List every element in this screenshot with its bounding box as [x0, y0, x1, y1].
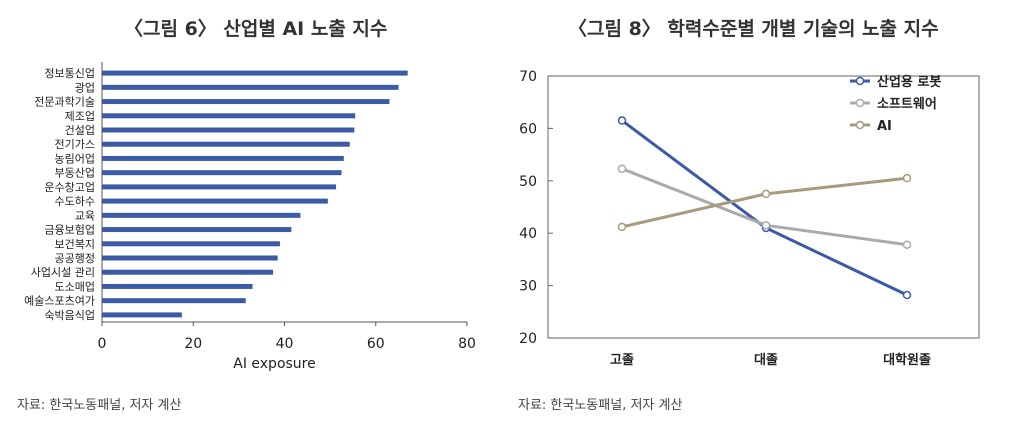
series-1-point-3	[902, 290, 912, 300]
bar-15	[102, 269, 274, 275]
category-label: 건설업	[65, 124, 95, 137]
series-3-point-3	[902, 173, 912, 183]
bar-14	[102, 255, 278, 261]
bar-7	[102, 155, 344, 161]
x-tick-label: 0	[98, 336, 107, 352]
y-tick-label: 40	[519, 226, 537, 242]
bar-9	[102, 184, 337, 190]
x-tick-label: 60	[367, 336, 385, 352]
category-label: 예술스포츠여가	[24, 295, 95, 308]
bar-6	[102, 141, 350, 147]
x-tick-label: 20	[184, 336, 202, 352]
category-label: 전기가스	[55, 138, 95, 151]
category-label: 사업시설 관리	[31, 266, 95, 279]
legend-marker-3	[855, 120, 865, 130]
series-3-point-2	[761, 189, 771, 199]
category-label: 광업	[75, 81, 95, 94]
left-chart-title: 〈그림 6〉 산업별 AI 노출 지수	[124, 18, 388, 40]
x-tick-label: 40	[276, 336, 294, 352]
x-tick-label: 대학원졸	[883, 352, 931, 368]
bar-5	[102, 127, 355, 133]
category-label: 전문과학기술	[34, 96, 95, 109]
bar-16	[102, 283, 253, 289]
right-chart-title: 〈그림 8〉 학력수준별 개별 기술의 노출 지수	[568, 18, 939, 40]
x-tick-label: 고졸	[610, 353, 634, 368]
y-tick-label: 60	[519, 121, 537, 137]
category-label: 공공행정	[55, 252, 95, 265]
category-label: 도소매업	[55, 280, 95, 293]
x-tick-label: 대졸	[754, 353, 778, 368]
legend-label-3: AI	[877, 119, 892, 134]
y-tick-label: 70	[519, 69, 537, 85]
bar-18	[102, 312, 182, 318]
series-3-point-1	[617, 222, 627, 232]
category-label: 교육	[75, 209, 95, 222]
x-axis-title: AI exposure	[233, 356, 316, 372]
legend-marker-2	[855, 98, 865, 108]
series-line-1	[621, 119, 908, 297]
category-label: 부동산업	[55, 167, 95, 180]
bar-2	[102, 84, 399, 90]
bar-1	[102, 70, 408, 76]
series-2-point-1	[617, 164, 627, 173]
y-tick-label: 20	[519, 331, 537, 347]
bar-8	[102, 170, 342, 176]
category-label: 농림어업	[55, 152, 95, 165]
bar-13	[102, 241, 280, 247]
series-2-point-3	[902, 240, 912, 249]
x-tick-label: 80	[458, 336, 476, 352]
category-label: 정보통신업	[44, 67, 95, 80]
legend-marker-1	[855, 76, 865, 86]
bar-10	[102, 198, 328, 204]
bar-3	[102, 99, 390, 105]
category-label: 수도하수	[55, 194, 95, 208]
industry-bar-chart: 정보통신업광업전문과학기술제조업건설업전기가스농림어업부동산업운수창고업수도하수…	[24, 62, 476, 372]
y-tick-label: 30	[519, 279, 537, 295]
bar-4	[102, 113, 356, 119]
legend-label-2: 소프트웨어	[877, 96, 937, 112]
bar-11	[102, 212, 301, 218]
plot-frame	[547, 75, 980, 339]
left-source-note: 자료: 한국노동패널, 저자 계산	[17, 398, 182, 413]
y-tick-label: 50	[519, 174, 537, 190]
category-label: 제조업	[65, 110, 95, 123]
series-line-2	[621, 167, 908, 247]
right-source-note: 자료: 한국노동패널, 저자 계산	[518, 398, 683, 413]
bar-12	[102, 227, 292, 233]
category-label: 금융보험업	[44, 224, 95, 237]
series-2-point-2	[761, 221, 771, 230]
category-label: 숙박음식업	[44, 309, 95, 322]
category-label: 보건복지	[55, 238, 95, 251]
category-label: 운수창고업	[44, 181, 95, 194]
bar-17	[102, 298, 246, 304]
legend-label-1: 산업용 로봇	[877, 74, 941, 90]
series-1-point-1	[617, 116, 627, 125]
